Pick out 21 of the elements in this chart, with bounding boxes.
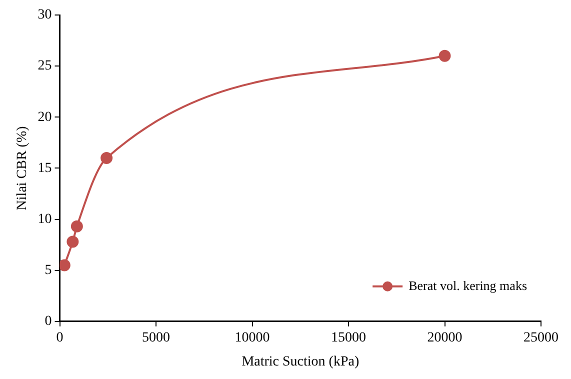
point [70,220,83,232]
point [60,259,70,272]
point [66,236,79,248]
y-tick-label: 25 [38,58,52,74]
x-tick-label: 5000 [142,330,170,346]
x-tick-label: 15000 [331,330,366,346]
x-axis-title: Matric Suction (kPa) [242,354,360,370]
y-tick-label: 15 [38,160,52,176]
point [100,152,113,164]
y-tick-label: 5 [44,263,52,278]
y-tick-label: 20 [38,110,52,125]
y-axis-title: Nilai CBR (%) [15,126,30,210]
y-tick-label: 30 [38,8,52,23]
x-tick-label: 20000 [427,330,462,346]
x-tick-label: 0 [56,330,64,346]
point [438,50,451,62]
legend-label: Berat vol. kering maks [408,278,528,293]
y-tick-label: 0 [44,314,52,330]
x-tick-label: 25000 [524,330,558,346]
x-tick-label: 10000 [234,330,270,346]
y-tick-label: 10 [38,212,52,227]
